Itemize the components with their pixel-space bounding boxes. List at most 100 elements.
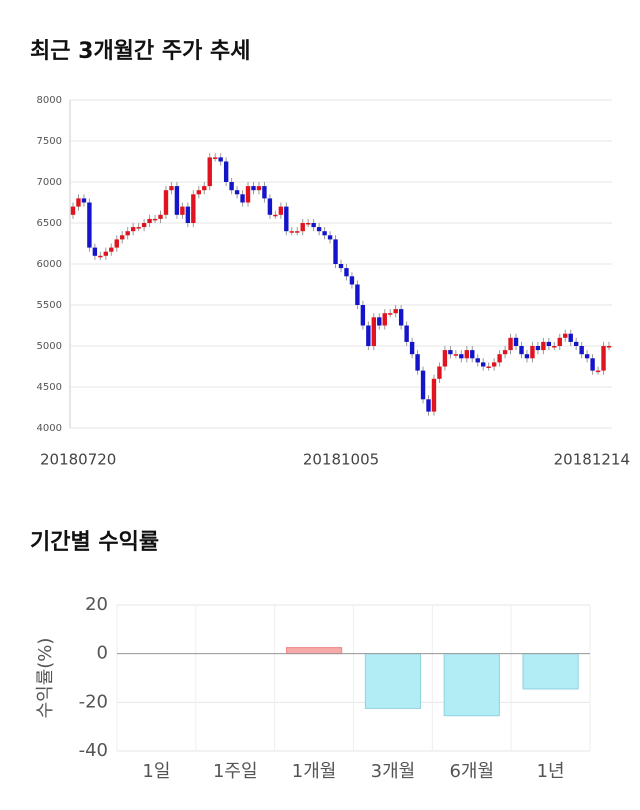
candle-body	[601, 346, 606, 371]
candle-body	[223, 161, 229, 182]
candle-body	[584, 354, 590, 359]
candle-body	[251, 186, 256, 191]
candle-body	[420, 370, 426, 400]
bar	[443, 653, 500, 717]
candle-body	[240, 194, 245, 203]
candle-body	[579, 346, 584, 355]
candle-body	[519, 346, 524, 355]
y-tick-label: 0	[97, 643, 108, 664]
candle-body	[103, 251, 109, 256]
candle-body	[284, 206, 289, 232]
candle-body	[508, 337, 513, 351]
candle-body	[535, 346, 541, 351]
candle-body	[70, 206, 76, 215]
candle-body	[185, 206, 191, 223]
candle-body	[557, 337, 562, 346]
candle-body	[377, 317, 382, 326]
candle-body	[437, 366, 442, 379]
bar	[285, 647, 343, 655]
candle-body	[546, 341, 552, 346]
x-tick-label: 20181214	[554, 451, 630, 469]
candle-body	[415, 354, 420, 371]
candle-body	[262, 186, 267, 199]
x-tick-label: 1주일	[213, 761, 258, 782]
y-tick-label: 20	[85, 594, 108, 615]
candle-body	[349, 276, 355, 285]
x-tick-label: 6개월	[449, 761, 494, 782]
candle-body	[295, 231, 300, 233]
x-tick-label: 20180720	[40, 451, 116, 469]
candle-body	[76, 198, 81, 207]
candle-body	[229, 182, 234, 191]
candle-body	[382, 313, 387, 326]
candle-body	[431, 378, 437, 412]
y-tick-label: 7500	[37, 136, 62, 147]
y-axis-label: 수익률(%)	[35, 638, 56, 719]
bar	[364, 653, 422, 709]
x-tick-label: 1년	[537, 761, 565, 782]
candle-body	[513, 337, 519, 346]
candle-body	[459, 354, 464, 359]
candle-body	[590, 358, 595, 371]
y-tick-label: 5500	[37, 300, 62, 311]
candle-body	[393, 309, 398, 314]
candle-body	[453, 354, 459, 356]
candle-body	[158, 214, 163, 219]
candle-body	[114, 239, 119, 248]
chart-title: 최근 3개월간 주가 추세	[30, 39, 250, 64]
candle-body	[180, 206, 185, 215]
candle-body	[573, 341, 579, 346]
candle-body	[327, 235, 333, 240]
x-tick-label: 1일	[142, 761, 170, 782]
candle-body	[311, 223, 316, 228]
candle-body	[491, 362, 497, 367]
y-tick-label: 6000	[37, 259, 62, 270]
candle-body	[278, 206, 284, 215]
candle-body	[305, 223, 311, 225]
candle-body	[552, 346, 557, 348]
candle-body	[125, 231, 130, 236]
candle-body	[606, 346, 612, 348]
candle-body	[98, 255, 103, 258]
x-tick-label: 20181005	[303, 451, 379, 469]
y-tick-label: 5000	[37, 341, 62, 352]
candle-body	[470, 350, 475, 359]
candle-body	[322, 231, 327, 236]
candle-body	[568, 333, 573, 342]
y-tick-label: 4000	[37, 423, 62, 434]
candle-body	[530, 346, 535, 359]
x-tick-label: 1개월	[292, 761, 337, 782]
candle-body	[92, 247, 98, 256]
candle-body	[486, 366, 491, 368]
candle-body	[218, 157, 223, 162]
candle-body	[196, 190, 201, 195]
candle-body	[409, 341, 415, 355]
candle-body	[595, 370, 601, 373]
candle-body	[541, 341, 546, 351]
candle-body	[481, 362, 486, 367]
candle-body	[371, 317, 377, 346]
candle-body	[130, 227, 136, 232]
y-tick-label: 6500	[37, 218, 62, 229]
candle-body	[563, 333, 568, 338]
bar	[522, 653, 579, 690]
candle-body	[245, 186, 251, 203]
candle-body	[202, 186, 207, 191]
candle-body	[333, 239, 338, 264]
candle-body	[355, 284, 360, 305]
candle-body	[289, 231, 294, 233]
y-tick-label: 8000	[37, 95, 62, 106]
y-tick-label: -20	[79, 691, 108, 712]
candle-body	[497, 354, 502, 363]
candle-body	[234, 190, 240, 195]
y-tick-label: 4500	[37, 382, 62, 393]
candle-body	[524, 354, 530, 359]
candle-body	[316, 227, 322, 232]
candle-body	[147, 218, 152, 223]
candle-body	[163, 190, 169, 215]
y-tick-label: 7000	[37, 177, 62, 188]
candle-body	[442, 350, 448, 367]
candle-body	[191, 194, 196, 223]
candle-body	[81, 198, 87, 203]
